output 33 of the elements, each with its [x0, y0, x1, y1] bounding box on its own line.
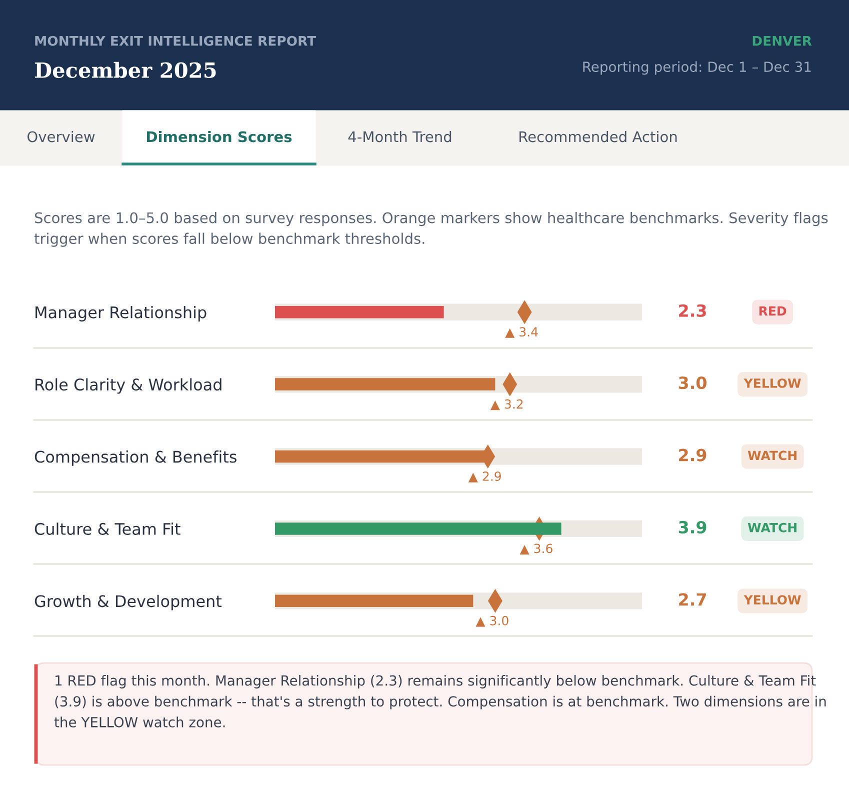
text: Dimension Scores	[147, 130, 292, 142]
data-label: 2.3	[679, 304, 706, 317]
y-tick-label: Culture & Team Fit	[34, 522, 180, 535]
bar	[275, 306, 444, 318]
text: RED	[759, 306, 786, 316]
data-label: ▲ 3.2	[490, 399, 523, 410]
data-label: 3.9	[678, 520, 706, 534]
y-tick-label: Compensation & Benefits	[34, 450, 236, 466]
y-tick-label: Role Clarity & Workload	[36, 378, 222, 394]
bar	[275, 594, 474, 608]
y-tick-label: Growth & Development	[34, 594, 222, 610]
chart-subtitle: MONTHLY EXIT INTELLIGENCE REPORT	[35, 36, 316, 46]
text: WATCH	[748, 450, 796, 460]
text: Scores are 1.0–5.0 based on survey responses. Orange markers show healthcare benchmarks. Severity flags trigger when scores fall below benchmark thresholds.	[34, 212, 828, 247]
text: Reporting period: Dec 1 – Dec 31	[583, 61, 811, 75]
data-label: ▲ 2.9	[468, 472, 501, 482]
data-label: ▲ 3.0	[476, 616, 508, 627]
bar	[275, 378, 496, 390]
text: YELLOW	[744, 378, 801, 388]
data-label: 2.9	[679, 448, 706, 462]
text: Recommended Action	[520, 130, 677, 142]
y-tick-label: Manager Relationship	[36, 306, 206, 322]
data-label: 3.0	[678, 376, 706, 390]
text: WATCH	[748, 522, 796, 532]
text: DENVER	[752, 36, 812, 46]
chart-title: December 2025	[34, 62, 216, 78]
text: YELLOW	[744, 595, 801, 605]
data-label: ▲ 3.4	[505, 327, 538, 338]
text: Overview	[27, 130, 95, 142]
text: 4-Month Trend	[348, 130, 452, 142]
data-label: 2.7	[679, 593, 706, 606]
text: 1 RED flag this month. Manager Relationship (2.3) remains significantly below benchmark. Culture & Team Fit (3.9) is above benchmark -- that's a strength to protect. Compensation is at benchmark. Two dimensions are in the YELLOW watch zone.	[54, 675, 826, 728]
data-label: ▲ 3.6	[520, 544, 552, 555]
